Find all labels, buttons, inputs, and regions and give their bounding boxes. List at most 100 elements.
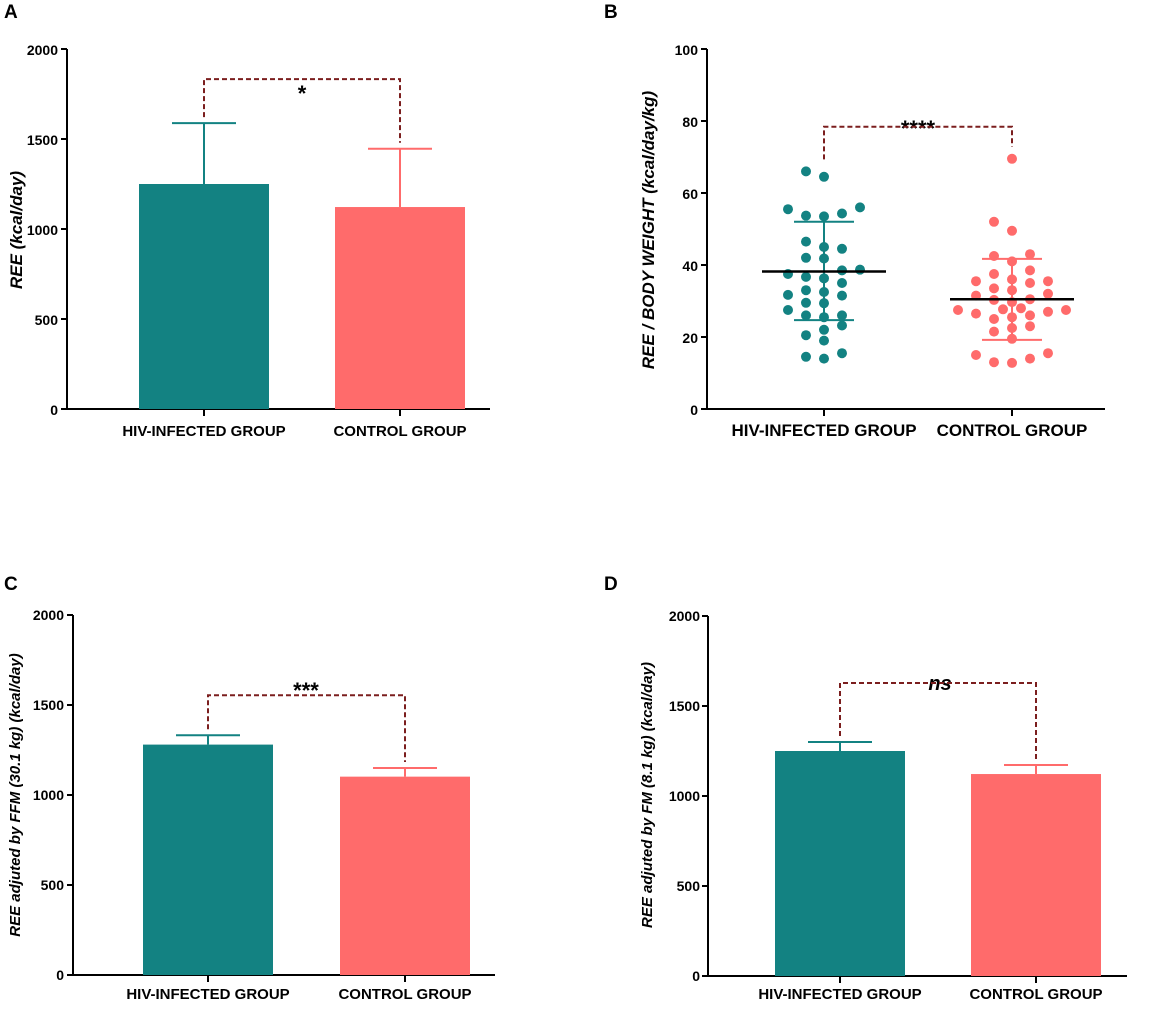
panel-d-ytick: 1000: [669, 788, 700, 804]
panel-letter-d: D: [604, 574, 618, 595]
dot-hiv: [819, 335, 829, 346]
panel-c-ylabel: REE adjuted by FFM (30.1 kg) (kcal/day): [7, 653, 24, 936]
dot-control: [1061, 305, 1071, 315]
panel-b-ytick: 60: [682, 186, 698, 202]
panel-a-ytick: 1500: [27, 132, 58, 148]
panel-b-marks: [701, 48, 1105, 416]
dot-hiv: [819, 353, 829, 364]
panel-b-yticks: 0 20 40 60 80 100: [675, 42, 699, 418]
panel-c-marks: [67, 614, 495, 982]
panel-a-significance: *: [298, 81, 307, 106]
panel-c-yticks: 0 500 1000 1500 2000: [33, 607, 64, 983]
dot-control: [1043, 288, 1053, 299]
panel-c-ytick: 0: [56, 967, 64, 983]
dot-control: [1043, 348, 1053, 359]
dot-hiv: [837, 278, 847, 288]
panel-letter-a: A: [4, 2, 18, 23]
dot-control: [1025, 265, 1035, 276]
panel-d-ytick: 1500: [669, 698, 700, 714]
dot-hiv: [819, 171, 829, 182]
dot-hiv: [801, 252, 811, 263]
dot-control: [1007, 153, 1017, 164]
panel-b-ylabel: REE / BODY WEIGHT (kcal/day/kg): [639, 90, 658, 369]
panel-b-ytick: 100: [675, 42, 699, 58]
panel-b: B REE / BODY WEIGHT (kcal/day/kg) 0 20 4…: [604, 2, 1087, 440]
dot-control: [1025, 321, 1035, 332]
dot-hiv: [837, 290, 847, 301]
panel-d-xlabel-hiv: HIV-INFECTED GROUP: [758, 986, 921, 1003]
dot-hiv: [855, 202, 865, 213]
panel-a-ytick: 1000: [27, 222, 58, 238]
significance-bracket: [839, 682, 1037, 760]
dot-hiv: [801, 330, 811, 341]
panel-c-xlabel-hiv: HIV-INFECTED GROUP: [126, 986, 289, 1003]
dot-hiv: [801, 297, 811, 308]
panel-a-ytick: 500: [35, 312, 59, 328]
dot-hiv: [801, 166, 811, 177]
dot-hiv: [855, 264, 865, 275]
dot-hiv: [837, 208, 847, 219]
panel-a-xlabel-control: CONTROL GROUP: [333, 423, 466, 440]
dot-hiv: [801, 351, 811, 362]
dot-control: [971, 308, 981, 319]
dot-control: [971, 276, 981, 287]
significance-bracket: [207, 694, 406, 762]
panel-d-ytick: 0: [692, 968, 700, 984]
dot-hiv: [801, 236, 811, 247]
bar-control: [335, 207, 465, 409]
dot-hiv: [819, 324, 829, 335]
panel-a-yticks: 0 500 1000 1500 2000: [27, 42, 58, 418]
panel-d-yticks: 0 500 1000 1500 2000: [669, 608, 700, 984]
dot-hiv: [801, 271, 811, 282]
dot-control: [989, 314, 999, 324]
panel-c: C REE adjuted by FFM (30.1 kg) (kcal/day…: [4, 574, 472, 1003]
panel-a-ytick: 0: [50, 402, 58, 418]
dot-control: [1043, 306, 1053, 317]
panel-b-significance: ****: [901, 116, 936, 141]
dot-control: [989, 283, 999, 294]
dot-hiv: [783, 305, 793, 315]
panel-c-ytick: 500: [41, 877, 65, 893]
dot-control: [1025, 249, 1035, 260]
panel-b-ytick: 20: [682, 330, 698, 346]
panel-b-xlabel-hiv: HIV-INFECTED GROUP: [731, 421, 916, 440]
panel-c-ytick: 2000: [33, 607, 64, 623]
bar-control: [340, 776, 470, 975]
dot-hiv: [837, 243, 847, 254]
dot-hiv: [837, 320, 847, 331]
panel-d: D REE adjuted by FM (8.1 kg) (kcal/day) …: [604, 574, 1103, 1003]
panel-letter-b: B: [604, 2, 618, 23]
dot-control: [1025, 278, 1035, 288]
panel-d-ytick: 2000: [669, 608, 700, 624]
dot-hiv: [837, 348, 847, 359]
panel-a-marks: [61, 48, 490, 416]
dot-control: [1025, 353, 1035, 364]
panel-d-ylabel: REE adjuted by FM (8.1 kg) (kcal/day): [639, 662, 656, 928]
panel-d-marks: [702, 615, 1127, 983]
panel-a: A REE (kcal/day) 0 500 1000 1500 2000 HI…: [4, 2, 467, 440]
panel-c-xlabel-control: CONTROL GROUP: [338, 986, 471, 1003]
chart-marks: [61, 48, 1127, 983]
significance-bracket: [203, 78, 401, 143]
panel-b-xlabel-control: CONTROL GROUP: [937, 421, 1088, 440]
panel-b-ytick: 0: [690, 402, 698, 418]
significance-bracket: [823, 125, 1013, 160]
bar-control: [971, 774, 1101, 976]
panel-b-ytick: 80: [682, 114, 698, 130]
dot-control: [989, 357, 999, 368]
panel-d-ytick: 500: [677, 878, 701, 894]
panel-a-xlabel-hiv: HIV-INFECTED GROUP: [122, 423, 285, 440]
panel-c-significance: ***: [293, 678, 319, 703]
dot-hiv: [819, 211, 829, 222]
dot-control: [989, 216, 999, 227]
panel-b-ytick: 40: [682, 258, 698, 274]
panel-letter-c: C: [4, 574, 18, 595]
dot-control: [1007, 357, 1017, 368]
dot-hiv: [783, 204, 793, 215]
bar-hiv: [143, 744, 273, 975]
dot-hiv: [801, 285, 811, 296]
dot-control: [971, 350, 981, 360]
dot-control: [1043, 276, 1053, 287]
